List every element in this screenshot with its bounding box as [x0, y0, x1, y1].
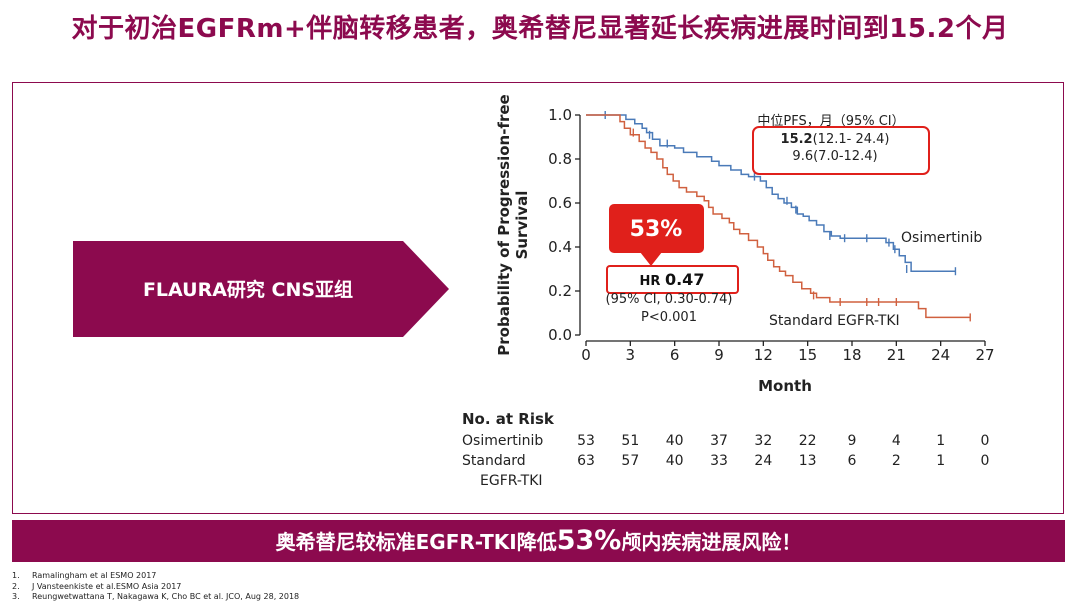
hr-text: HR 0.47: [640, 270, 705, 289]
hr-box: [606, 265, 739, 294]
risk-header: No. at Risk: [462, 410, 555, 428]
risk-value: 0: [981, 453, 990, 469]
risk-value: 22: [799, 433, 817, 449]
reduction-callout-pointer: [640, 252, 662, 266]
slide-title: 对于初治EGFRm+伴脑转移患者，奥希替尼显著延长疾病进展时间到15.2个月: [71, 14, 1009, 44]
risk-value: 9: [848, 433, 857, 449]
km-curve-standard: [586, 114, 971, 319]
x-tick-label: 6: [670, 346, 680, 364]
risk-value: 37: [710, 433, 728, 449]
risk-value: 2: [892, 453, 901, 469]
median-box: [752, 126, 930, 175]
x-tick-label: 0: [581, 346, 591, 364]
ylabel-line2: Survival: [513, 191, 531, 260]
risk-row-label-osim: Osimertinib: [462, 433, 543, 449]
reference-item: 2. J Vansteenkiste et al.ESMO Asia 2017: [12, 581, 182, 591]
x-tick-label: 9: [714, 346, 724, 364]
y-tick-label: 0.2: [548, 282, 572, 300]
reference-item: 3. Reungwetwattana T, Nakagawa K, Cho BC …: [12, 592, 300, 601]
reference-item: 1. Ramalingham et al ESMO 2017: [12, 571, 157, 580]
risk-value: 57: [621, 453, 639, 469]
y-tick-label: 0.8: [548, 150, 572, 168]
std-median: 9.6(7.0-12.4): [792, 149, 877, 164]
osim-median: 15.2(12.1- 24.4): [781, 132, 890, 147]
arrow-shape: [73, 241, 449, 337]
x-tick-label: 24: [931, 346, 950, 364]
risk-value: 53: [577, 433, 595, 449]
std-series-label: Standard EGFR-TKI: [769, 313, 900, 329]
conclusion-banner: 奥希替尼较标准EGFR-TKI降低53%颅内疾病进展风险！: [12, 520, 1065, 562]
risk-value: 33: [710, 453, 728, 469]
km-curve-osimertinib: [586, 114, 956, 272]
x-tick-label: 3: [626, 346, 636, 364]
risk-value: 1: [936, 453, 945, 469]
chart-axes: 0.0 0.2 0.4 0.6 0.8 1.0 0 3 6 9 12 15 18 21 24 27: [548, 106, 994, 364]
risk-value: 63: [577, 453, 595, 469]
risk-value: 13: [799, 453, 817, 469]
risk-value: 6: [848, 453, 857, 469]
risk-table: No. at Risk Osimertinib Standard EGFR-TK…: [462, 410, 989, 489]
y-tick-label: 0.6: [548, 194, 572, 212]
x-tick-label: 21: [887, 346, 906, 364]
risk-value: 4: [892, 433, 901, 449]
references: 1. Ramalingham et al ESMO 2017 2. J Vanste…: [12, 571, 299, 603]
risk-value: 40: [666, 433, 684, 449]
x-tick-label: 18: [842, 346, 861, 364]
risk-row-label-std-2: EGFR-TKI: [480, 473, 543, 489]
risk-value: 51: [621, 433, 639, 449]
median-header: 中位PFS，月（95% CI）: [757, 114, 904, 129]
banner-percent: 53%: [556, 525, 622, 556]
y-tick-label: 0.4: [548, 238, 572, 256]
risk-value: 1: [936, 433, 945, 449]
x-tick-label: 27: [975, 346, 994, 364]
risk-row-label-std: Standard: [462, 453, 526, 469]
banner-pre: 奥希替尼较标准EGFR-TKI降低: [275, 530, 557, 554]
chart-frame: [12, 82, 1064, 514]
y-tick-label: 0.0: [548, 326, 572, 344]
chart-annotations: Probability of Progression-free Survival…: [495, 94, 982, 395]
x-tick-label: 15: [798, 346, 817, 364]
banner-post: 颅内疾病进展风险！: [621, 530, 802, 554]
arrow-label: FLAURA研究 CNS亚组: [143, 278, 353, 301]
chart-curves: [586, 111, 971, 322]
risk-value: 40: [666, 453, 684, 469]
risk-value: 32: [754, 433, 772, 449]
risk-value: 24: [754, 453, 772, 469]
reduction-value: 53%: [630, 217, 683, 242]
x-tick-label: 12: [754, 346, 773, 364]
ylabel-line1: Probability of Progression-free: [495, 94, 513, 355]
hr-ci: (95% CI, 0.30-0.74): [606, 292, 733, 307]
y-tick-label: 1.0: [548, 106, 572, 124]
xlabel: Month: [758, 377, 812, 395]
risk-value: 0: [981, 433, 990, 449]
osim-series-label: Osimertinib: [901, 230, 982, 246]
reduction-callout: [609, 204, 704, 253]
p-value: P<0.001: [641, 310, 697, 325]
